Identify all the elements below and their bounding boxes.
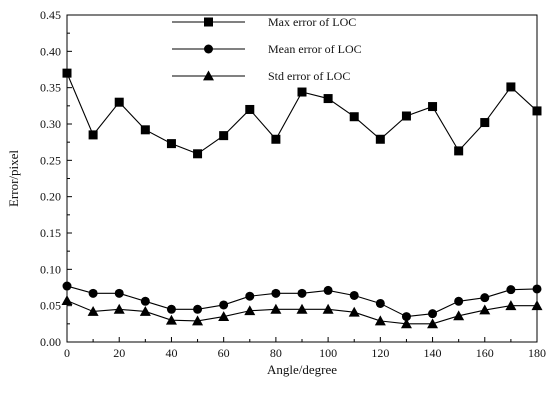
data-point-square <box>193 149 203 159</box>
data-point-square <box>245 104 255 114</box>
legend-label: Mean error of LOC <box>268 42 362 56</box>
y-tick-label: 0.00 <box>40 335 61 349</box>
data-point-triangle <box>427 318 439 329</box>
y-tick-label: 0.05 <box>40 299 61 313</box>
data-point-circle <box>193 304 203 314</box>
legend-label: Max error of LOC <box>268 15 356 29</box>
axes-layer: 0 20 40 60 80 100 120 140 160 180 0.00 0.05 0.10 0.15… <box>40 8 546 360</box>
data-point-circle <box>297 288 307 298</box>
legend-marker <box>204 44 213 54</box>
data-point-square <box>323 94 333 104</box>
data-point-square <box>88 130 98 140</box>
data-point-square <box>375 134 385 144</box>
data-point-square <box>349 112 359 122</box>
series-line-square <box>66 72 538 155</box>
y-tick-label: 0.45 <box>40 8 61 22</box>
data-point-triangle <box>244 305 256 316</box>
data-point-square <box>140 125 150 135</box>
data-point-circle <box>62 281 72 291</box>
legend-label: Std error of LOC <box>268 69 350 83</box>
series-square <box>62 68 542 159</box>
legend-marker <box>204 17 213 27</box>
x-axis-label: Angle/degree <box>267 362 337 377</box>
x-tick-label: 20 <box>113 346 125 360</box>
legend-item-circle: Mean error of LOC <box>172 42 362 56</box>
y-tick-label: 0.30 <box>40 117 61 131</box>
legend-marker <box>203 70 214 81</box>
data-point-square <box>480 118 490 128</box>
data-point-triangle <box>270 303 282 314</box>
data-point-square <box>506 82 516 92</box>
data-point-triangle <box>374 315 386 326</box>
data-point-circle <box>506 285 516 295</box>
data-point-square <box>166 139 176 149</box>
data-point-triangle <box>165 314 177 325</box>
y-tick-label: 0.15 <box>40 226 61 240</box>
data-point-circle <box>480 293 490 303</box>
series-layer <box>61 68 543 329</box>
data-point-triangle <box>348 306 360 317</box>
data-point-triangle <box>218 311 230 321</box>
data-point-triangle <box>113 303 125 314</box>
data-point-triangle <box>479 304 491 315</box>
data-point-square <box>219 131 229 141</box>
legend-item-square: Max error of LOC <box>172 15 356 29</box>
y-tick-label: 0.40 <box>40 44 61 58</box>
data-point-square <box>428 102 438 112</box>
data-point-square <box>532 106 542 116</box>
data-point-circle <box>323 285 333 295</box>
x-tick-label: 120 <box>371 346 389 360</box>
x-tick-label: 160 <box>476 346 494 360</box>
data-point-triangle <box>192 315 204 326</box>
x-tick-label: 140 <box>424 346 442 360</box>
legend-item-triangle: Std error of LOC <box>172 69 350 83</box>
y-tick-label: 0.25 <box>40 153 61 167</box>
data-point-circle <box>271 288 281 298</box>
data-point-square <box>297 87 307 97</box>
data-point-circle <box>428 309 438 319</box>
series-triangle <box>61 295 543 329</box>
x-tick-label: 180 <box>528 346 546 360</box>
data-point-triangle <box>87 305 99 316</box>
data-point-square <box>401 111 411 121</box>
data-point-circle <box>88 288 98 298</box>
y-axis-label: Error/pixel <box>6 150 21 207</box>
x-tick-label: 40 <box>165 346 177 360</box>
data-point-circle <box>454 296 464 306</box>
data-point-square <box>62 68 72 78</box>
y-tick-label: 0.35 <box>40 81 61 95</box>
data-point-circle <box>375 298 385 308</box>
data-point-circle <box>166 304 176 314</box>
data-point-triangle <box>61 295 73 305</box>
data-point-circle <box>245 291 255 301</box>
data-point-triangle <box>531 300 543 311</box>
x-tick-label: 80 <box>270 346 282 360</box>
data-point-circle <box>219 300 229 310</box>
data-point-triangle <box>505 300 517 311</box>
y-tick-label: 0.10 <box>40 262 61 276</box>
data-point-circle <box>401 312 411 322</box>
x-tick-label: 100 <box>319 346 337 360</box>
y-tick-label: 0.20 <box>40 190 61 204</box>
data-point-triangle <box>400 318 412 329</box>
data-point-circle <box>114 288 124 298</box>
data-point-triangle <box>139 305 151 316</box>
data-point-circle <box>349 290 359 300</box>
series-circle <box>62 281 542 322</box>
x-tick-label: 60 <box>218 346 230 360</box>
data-point-triangle <box>322 303 334 314</box>
data-point-circle <box>140 296 150 306</box>
data-point-square <box>454 146 464 156</box>
data-point-triangle <box>453 310 465 321</box>
legend: Max error of LOC Mean error of LOC Std err… <box>172 15 362 83</box>
data-point-triangle <box>296 303 308 314</box>
data-point-square <box>114 97 124 107</box>
data-point-square <box>271 134 281 144</box>
x-tick-label: 0 <box>64 346 70 360</box>
data-point-circle <box>532 284 542 294</box>
